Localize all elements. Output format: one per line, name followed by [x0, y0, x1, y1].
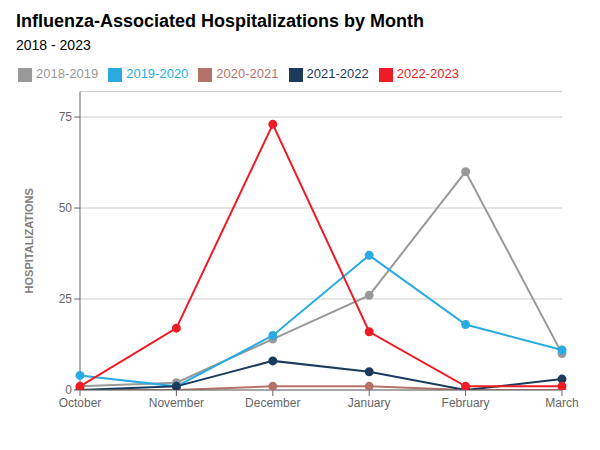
- svg-text:March: March: [545, 396, 578, 410]
- svg-text:25: 25: [59, 292, 73, 306]
- svg-text:October: October: [59, 396, 102, 410]
- html-text:2020-2021: 2020-2021: [216, 66, 279, 81]
- html-text:2022-2023: 2022-2023: [396, 66, 459, 81]
- html-text:2018 - 2023: 2018 - 2023: [16, 37, 91, 53]
- svg-text:50: 50: [59, 201, 73, 215]
- svg-text:February: February: [442, 396, 490, 410]
- svg-text:December: December: [245, 396, 300, 410]
- html-text:2021-2022: 2021-2022: [306, 66, 369, 81]
- html-text:2018-2019: 2018-2019: [36, 66, 99, 81]
- svg-text:0: 0: [65, 383, 72, 397]
- svg-text:75: 75: [59, 110, 73, 124]
- html-text:Influenza-Associated Hospitali: Influenza-Associated Hospitalizations by…: [16, 11, 424, 31]
- svg-text:November: November: [149, 396, 204, 410]
- svg-text:HOSPITALIZATIONS: HOSPITALIZATIONS: [23, 188, 35, 293]
- html-text:2019-2020: 2019-2020: [126, 66, 189, 81]
- svg-text:January: January: [348, 396, 391, 410]
